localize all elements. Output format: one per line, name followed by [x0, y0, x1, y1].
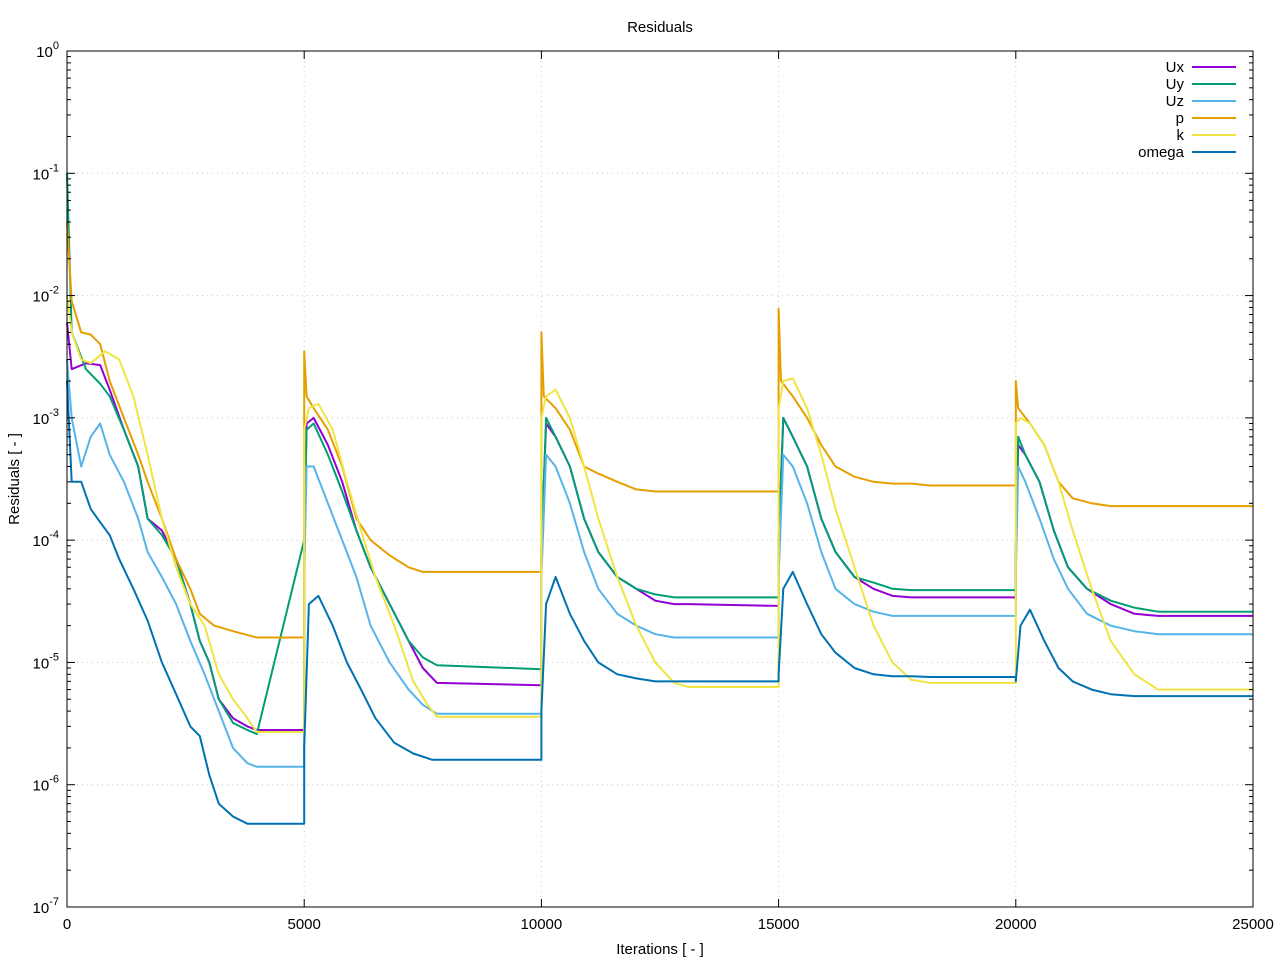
y-tick-label: 10-1 [33, 162, 59, 183]
legend-label-uy: Uy [1166, 76, 1185, 93]
legend-label-uz: Uz [1166, 93, 1184, 110]
x-tick-label: 15000 [758, 916, 800, 933]
y-tick-label: 10-2 [33, 285, 59, 306]
legend-label-ux: Ux [1166, 59, 1185, 76]
plot-frame [66, 50, 1254, 908]
series-line-uz [66, 359, 1253, 768]
chart-title: Residuals [627, 19, 693, 36]
y-tick-label-exponent: -5 [49, 651, 59, 663]
x-tick-label: 5000 [288, 916, 321, 933]
y-tick-label-base: 10 [33, 900, 50, 917]
series-line-uy [66, 173, 1253, 735]
x-axis-ticks: 0 5000 10000 15000 20000 25000 [63, 51, 1274, 933]
x-tick-label: 25000 [1232, 916, 1274, 933]
y-tick-label-exponent: -2 [49, 285, 59, 297]
legend-label-omega: omega [1138, 144, 1185, 161]
legend-label-k: k [1177, 127, 1185, 144]
y-axis-title: Residuals [ - ] [6, 433, 23, 525]
y-tick-label-base: 10 [33, 411, 50, 428]
y-tick-label-exponent: -3 [49, 407, 59, 419]
y-tick-label: 10-3 [33, 407, 59, 428]
y-tick-label-base: 10 [33, 166, 50, 183]
grid-lines [67, 51, 1253, 907]
y-tick-label-base: 10 [36, 44, 53, 61]
x-tick-label: 20000 [995, 916, 1037, 933]
series-lines [66, 173, 1253, 825]
y-tick-label-exponent: -6 [49, 774, 59, 786]
y-tick-label: 100 [36, 40, 59, 61]
x-tick-label: 0 [63, 916, 71, 933]
y-tick-label-base: 10 [33, 533, 50, 550]
y-tick-label-base: 10 [33, 655, 50, 672]
y-tick-label-exponent: -4 [49, 529, 59, 541]
y-tick-label: 10-7 [33, 896, 59, 917]
series-line-k [66, 295, 1253, 733]
y-tick-label: 10-4 [33, 529, 59, 550]
x-axis-title: Iterations [ - ] [616, 941, 704, 958]
y-tick-label-exponent: -7 [49, 896, 59, 908]
y-tick-label: 10-6 [33, 774, 59, 795]
y-tick-label-exponent: 0 [53, 40, 59, 52]
x-tick-label: 10000 [521, 916, 563, 933]
y-tick-label-exponent: -1 [49, 162, 59, 174]
y-tick-label-base: 10 [33, 289, 50, 306]
y-tick-label: 10-5 [33, 651, 59, 672]
legend-label-p: p [1176, 110, 1184, 127]
y-tick-label-base: 10 [33, 778, 50, 795]
series-line-omega [66, 380, 1253, 825]
